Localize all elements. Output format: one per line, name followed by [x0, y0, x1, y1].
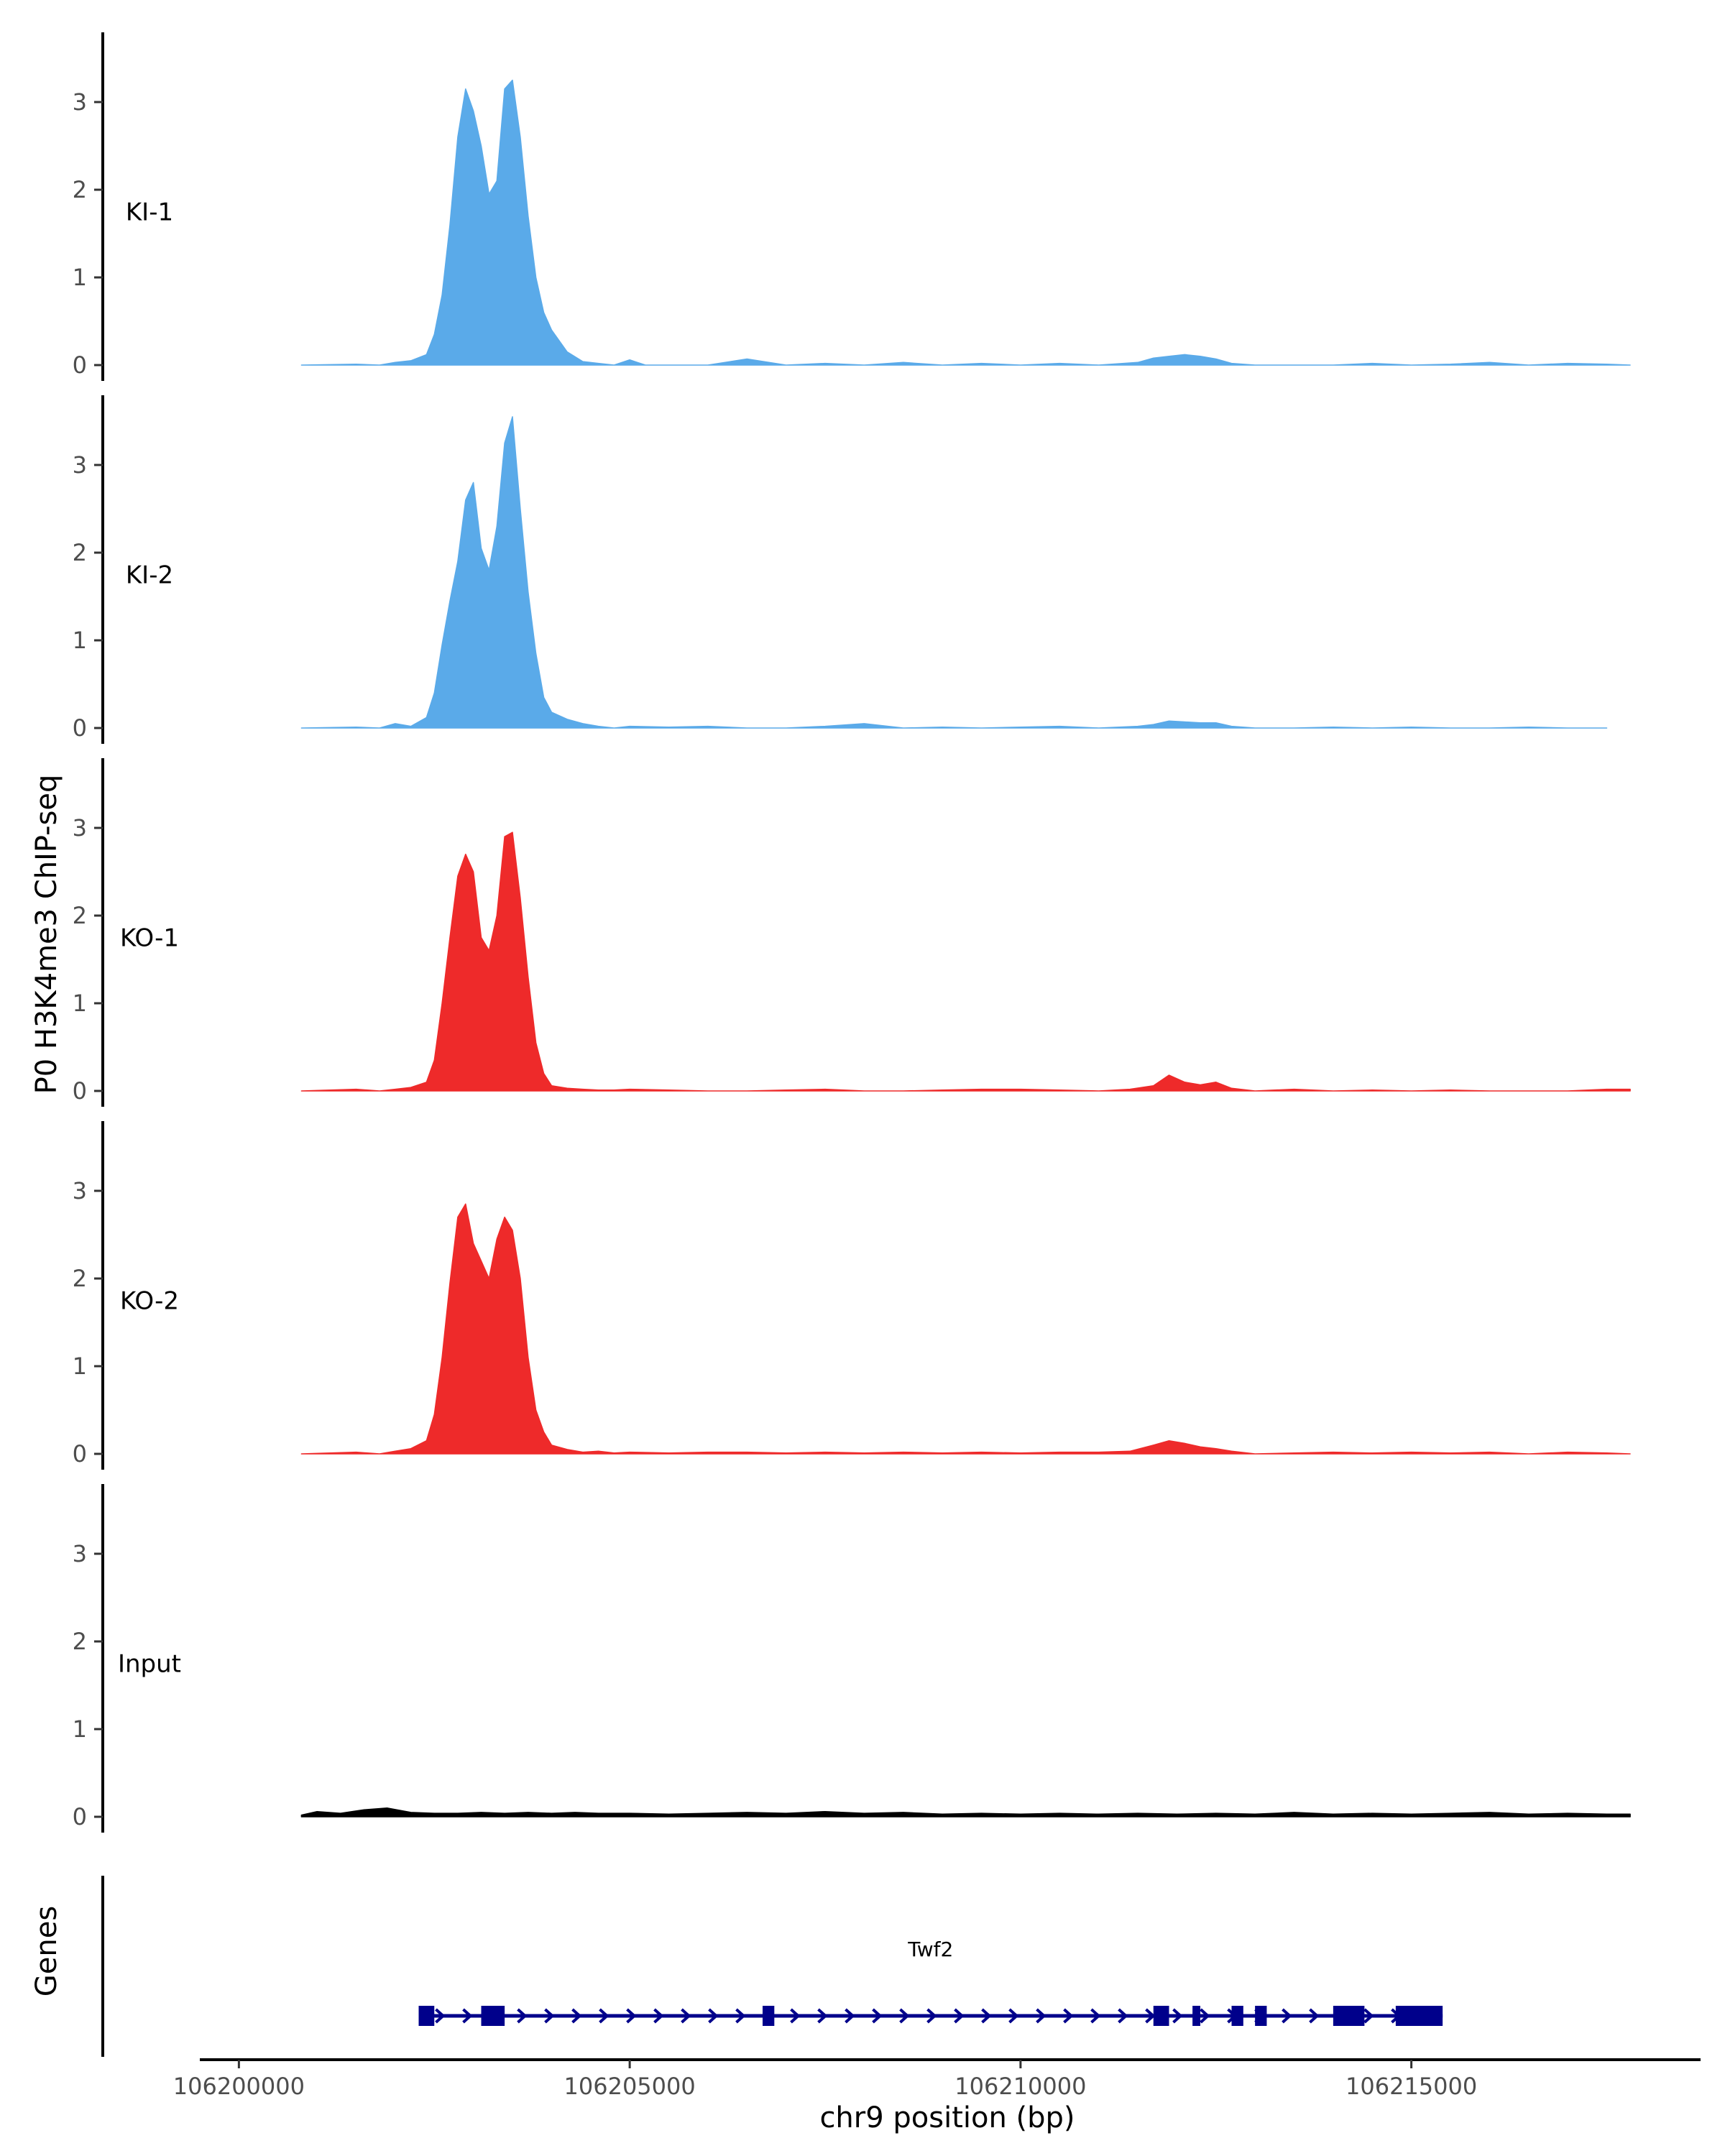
x-tick-label: 106210000: [954, 2073, 1086, 2100]
strand-arrow: [544, 2008, 555, 2024]
track-label: KO-1: [120, 924, 179, 953]
y-tick-label: 2: [73, 902, 87, 929]
y-tick-label: 2: [73, 176, 87, 203]
x-axis: 106200000 106205000 106210000 106215000: [173, 2058, 1701, 2100]
strand-arrow: [462, 2008, 473, 2024]
gene-exon: [1395, 2006, 1443, 2026]
strand-arrow: [872, 2008, 883, 2024]
strand-arrow: [517, 2008, 528, 2024]
y-tick-label: 3: [73, 814, 87, 842]
y-tick-label: 1: [73, 1715, 87, 1743]
gene-exon: [481, 2006, 505, 2026]
signal-area: [300, 1807, 1631, 1818]
strand-arrow: [926, 2008, 937, 2024]
gene-name-label: Twf2: [907, 1938, 953, 1961]
track-label: KI-2: [126, 561, 173, 590]
strand-arrow: [1008, 2008, 1019, 2024]
strand-arrow: [899, 2008, 910, 2024]
y-tick-label: 0: [73, 1077, 87, 1105]
strand-arrow: [954, 2008, 965, 2024]
x-tick-label: 106205000: [564, 2073, 696, 2100]
track-label: Input: [118, 1650, 181, 1679]
strand-arrow: [708, 2008, 719, 2024]
y-tick-label: 1: [73, 264, 87, 291]
y-tick-label: 0: [73, 351, 87, 379]
track-label: KI-1: [126, 198, 173, 227]
gene-twf2: Twf2: [418, 1938, 1443, 2026]
signal-area: [300, 416, 1608, 729]
strand-arrow: [681, 2008, 691, 2024]
strand-arrow: [981, 2008, 992, 2024]
gene-exon: [1231, 2006, 1243, 2026]
strand-arrow: [1145, 2008, 1156, 2024]
strand-arrow: [735, 2008, 746, 2024]
y-tick-label: 3: [73, 1540, 87, 1567]
y-tick-label: 2: [73, 539, 87, 566]
x-tick-label: 106215000: [1346, 2073, 1477, 2100]
y-axis-title: P0 H3K4me3 ChIP-seq: [30, 775, 63, 1095]
track-ko-1: 0 1 2 3 KO-1: [73, 758, 1631, 1107]
strand-arrow: [1363, 2008, 1374, 2024]
track-ko-2: 0 1 2 3 KO-2: [73, 1121, 1631, 1470]
gene-exon: [1153, 2006, 1169, 2026]
strand-arrow: [1063, 2008, 1074, 2024]
gene-exon: [1333, 2006, 1365, 2026]
strand-arrow: [1309, 2008, 1320, 2024]
strand-arrow: [653, 2008, 664, 2024]
signal-area: [300, 79, 1631, 366]
strand-arrow: [1172, 2008, 1183, 2024]
y-tick-label: 1: [73, 627, 87, 654]
strand-arrow: [1118, 2008, 1128, 2024]
strand-arrow: [1282, 2008, 1292, 2024]
y-tick-label: 1: [73, 1353, 87, 1380]
y-tick-label: 0: [73, 714, 87, 742]
gene-track: Twf2: [101, 1876, 1443, 2057]
y-tick-label: 1: [73, 990, 87, 1017]
track-input: 0 1 2 3 Input: [73, 1484, 1631, 1833]
track-label: KO-2: [120, 1287, 179, 1316]
gene-exon: [418, 2006, 435, 2026]
x-axis-title: chr9 position (bp): [819, 2101, 1075, 2134]
y-tick-label: 0: [73, 1440, 87, 1468]
y-tick-label: 0: [73, 1803, 87, 1830]
track-ki-2: 0 1 2 3 KI-2: [73, 395, 1608, 744]
strand-arrow: [1036, 2008, 1046, 2024]
strand-arrow: [435, 2008, 446, 2024]
gene-exon: [1192, 2006, 1200, 2026]
y-tick-label: 2: [73, 1265, 87, 1292]
strand-arrow: [599, 2008, 610, 2024]
strand-arrow: [1200, 2008, 1210, 2024]
signal-tracks: 0 1 2 3 KI-1 0 1 2 3 KI-2 0 1 2 3 KO-1 0 1 2 3 KO-2 0 1 2 3 Inpu…: [73, 32, 1631, 1833]
strand-arrow: [845, 2008, 855, 2024]
y-tick-label: 2: [73, 1628, 87, 1655]
gene-exon: [1255, 2006, 1267, 2026]
strand-arrow: [626, 2008, 637, 2024]
y-tick-label: 3: [73, 88, 87, 116]
gene-track-title: Genes: [30, 1906, 63, 1996]
track-ki-1: 0 1 2 3 KI-1: [73, 32, 1631, 381]
y-tick-label: 3: [73, 1177, 87, 1204]
strand-arrow: [817, 2008, 828, 2024]
signal-area: [300, 1203, 1631, 1455]
strand-arrow: [571, 2008, 582, 2024]
y-tick-label: 3: [73, 451, 87, 479]
x-tick-label: 106200000: [173, 2073, 305, 2100]
strand-arrow: [1090, 2008, 1101, 2024]
signal-area: [300, 831, 1631, 1092]
strand-arrow: [790, 2008, 801, 2024]
gene-exon: [763, 2006, 775, 2026]
